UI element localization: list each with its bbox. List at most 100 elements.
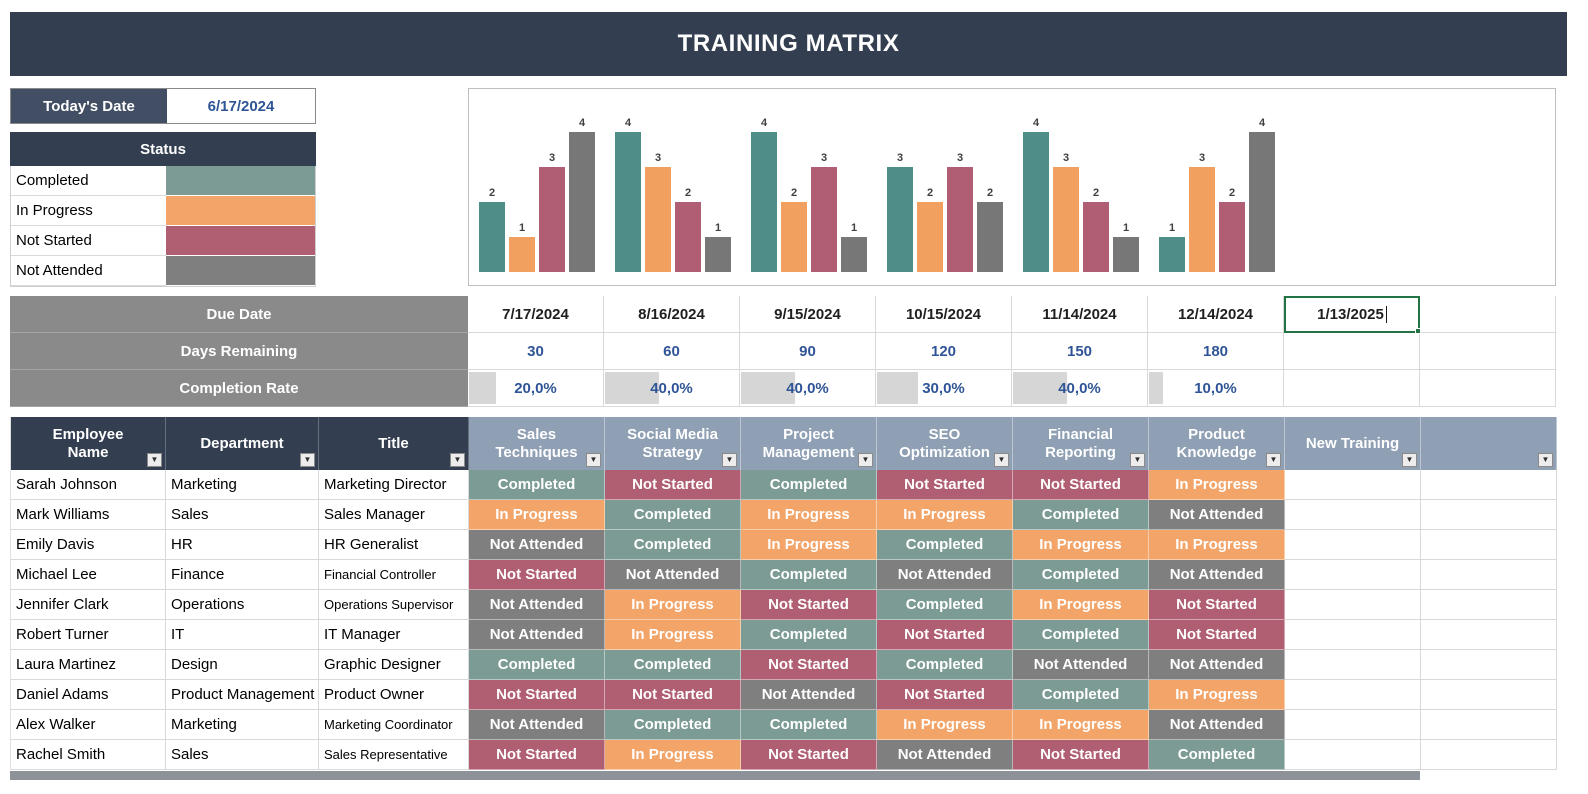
- department-cell[interactable]: Finance: [166, 560, 319, 590]
- column-header[interactable]: Financial Reporting ▼: [1013, 417, 1149, 470]
- completion-rate-cell[interactable]: 40,0%: [1012, 370, 1148, 407]
- completion-rate-cell[interactable]: 40,0%: [740, 370, 876, 407]
- empty-cell[interactable]: [1421, 500, 1557, 530]
- days-remaining-cell[interactable]: 120: [876, 333, 1012, 370]
- column-header[interactable]: Title ▼: [319, 417, 469, 470]
- completion-rate-cell[interactable]: 40,0%: [604, 370, 740, 407]
- title-cell[interactable]: IT Manager: [319, 620, 469, 650]
- due-date-cell[interactable]: 7/17/2024: [468, 296, 604, 333]
- new-training-cell[interactable]: [1285, 470, 1421, 500]
- days-remaining-cell[interactable]: [1284, 333, 1420, 370]
- column-header[interactable]: Sales Techniques ▼: [469, 417, 605, 470]
- column-header[interactable]: SEO Optimization ▼: [877, 417, 1013, 470]
- status-cell[interactable]: Not Started: [1149, 590, 1285, 620]
- status-cell[interactable]: Completed: [1013, 680, 1149, 710]
- status-cell[interactable]: Not Attended: [741, 680, 877, 710]
- title-cell[interactable]: Marketing Director: [319, 470, 469, 500]
- title-cell[interactable]: Marketing Coordinator: [319, 710, 469, 740]
- days-remaining-cell[interactable]: 180: [1148, 333, 1284, 370]
- status-cell[interactable]: Completed: [877, 590, 1013, 620]
- status-cell[interactable]: Not Started: [877, 470, 1013, 500]
- days-remaining-cell[interactable]: 60: [604, 333, 740, 370]
- empty-cell[interactable]: [1421, 590, 1557, 620]
- active-cell[interactable]: 1/13/2025: [1284, 296, 1421, 334]
- status-cell[interactable]: Not Started: [605, 470, 741, 500]
- status-cell[interactable]: Not Attended: [469, 710, 605, 740]
- status-cell[interactable]: In Progress: [1149, 530, 1285, 560]
- employee-name-cell[interactable]: Michael Lee: [11, 560, 166, 590]
- title-cell[interactable]: Financial Controller: [319, 560, 469, 590]
- status-cell[interactable]: In Progress: [1013, 530, 1149, 560]
- status-cell[interactable]: Not Started: [1149, 620, 1285, 650]
- days-remaining-cell[interactable]: [1420, 333, 1556, 370]
- empty-cell[interactable]: [1421, 530, 1557, 560]
- filter-button[interactable]: ▼: [1266, 453, 1281, 467]
- employee-name-cell[interactable]: Mark Williams: [11, 500, 166, 530]
- status-cell[interactable]: Not Started: [741, 590, 877, 620]
- due-date-cell[interactable]: 10/15/2024: [876, 296, 1012, 333]
- column-header[interactable]: Employee Name ▼: [11, 417, 166, 470]
- completion-rate-cell[interactable]: 20,0%: [468, 370, 604, 407]
- status-cell[interactable]: Not Started: [1013, 470, 1149, 500]
- completion-rate-cell[interactable]: 30,0%: [876, 370, 1012, 407]
- empty-cell[interactable]: [1421, 740, 1557, 770]
- status-cell[interactable]: In Progress: [1149, 680, 1285, 710]
- column-header[interactable]: New Training ▼: [1285, 417, 1421, 470]
- status-cell[interactable]: Not Started: [877, 620, 1013, 650]
- status-cell[interactable]: Not Attended: [1013, 650, 1149, 680]
- status-cell[interactable]: In Progress: [1013, 710, 1149, 740]
- due-date-cell[interactable]: 12/14/2024: [1148, 296, 1284, 333]
- status-cell[interactable]: Not Attended: [877, 560, 1013, 590]
- status-cell[interactable]: Completed: [741, 560, 877, 590]
- status-cell[interactable]: Completed: [741, 470, 877, 500]
- new-training-cell[interactable]: [1285, 710, 1421, 740]
- status-cell[interactable]: Not Started: [605, 680, 741, 710]
- new-training-cell[interactable]: [1285, 530, 1421, 560]
- department-cell[interactable]: Sales: [166, 740, 319, 770]
- column-header[interactable]: Social Media Strategy ▼: [605, 417, 741, 470]
- status-cell[interactable]: In Progress: [1149, 470, 1285, 500]
- empty-cell[interactable]: [1421, 560, 1557, 590]
- employee-name-cell[interactable]: Rachel Smith: [11, 740, 166, 770]
- department-cell[interactable]: Operations: [166, 590, 319, 620]
- filter-button[interactable]: ▼: [858, 453, 873, 467]
- due-date-cell[interactable]: 9/15/2024: [740, 296, 876, 333]
- column-header[interactable]: Project Management ▼: [741, 417, 877, 470]
- department-cell[interactable]: Design: [166, 650, 319, 680]
- status-cell[interactable]: Not Attended: [469, 620, 605, 650]
- new-training-cell[interactable]: [1285, 740, 1421, 770]
- filter-button[interactable]: ▼: [1130, 453, 1145, 467]
- days-remaining-cell[interactable]: 30: [468, 333, 604, 370]
- empty-cell[interactable]: [1421, 620, 1557, 650]
- due-date-cell[interactable]: 8/16/2024: [604, 296, 740, 333]
- days-remaining-cell[interactable]: 90: [740, 333, 876, 370]
- status-cell[interactable]: Not Started: [741, 650, 877, 680]
- empty-cell[interactable]: [1421, 710, 1557, 740]
- status-cell[interactable]: Not Attended: [1149, 650, 1285, 680]
- employee-name-cell[interactable]: Jennifer Clark: [11, 590, 166, 620]
- status-cell[interactable]: Completed: [605, 500, 741, 530]
- title-cell[interactable]: Product Owner: [319, 680, 469, 710]
- status-cell[interactable]: Completed: [741, 710, 877, 740]
- filter-button[interactable]: ▼: [450, 453, 465, 467]
- filter-button[interactable]: ▼: [722, 453, 737, 467]
- status-cell[interactable]: In Progress: [741, 530, 877, 560]
- title-cell[interactable]: Operations Supervisor: [319, 590, 469, 620]
- days-remaining-cell[interactable]: 150: [1012, 333, 1148, 370]
- employee-name-cell[interactable]: Alex Walker: [11, 710, 166, 740]
- status-cell[interactable]: In Progress: [605, 590, 741, 620]
- title-cell[interactable]: Sales Representative: [319, 740, 469, 770]
- employee-name-cell[interactable]: Emily Davis: [11, 530, 166, 560]
- status-cell[interactable]: Not Attended: [469, 590, 605, 620]
- status-cell[interactable]: Completed: [1013, 560, 1149, 590]
- title-cell[interactable]: Sales Manager: [319, 500, 469, 530]
- status-cell[interactable]: Completed: [741, 620, 877, 650]
- employee-name-cell[interactable]: Daniel Adams: [11, 680, 166, 710]
- empty-cell[interactable]: [1421, 650, 1557, 680]
- new-training-cell[interactable]: [1285, 620, 1421, 650]
- completion-rate-cell[interactable]: [1284, 370, 1420, 407]
- status-cell[interactable]: In Progress: [877, 500, 1013, 530]
- status-cell[interactable]: Completed: [877, 650, 1013, 680]
- department-cell[interactable]: HR: [166, 530, 319, 560]
- filter-button[interactable]: ▼: [147, 453, 162, 467]
